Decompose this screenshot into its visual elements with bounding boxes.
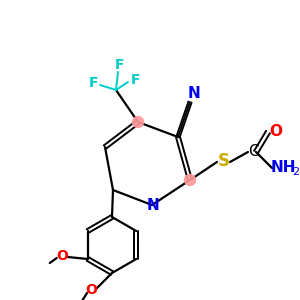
Text: F: F xyxy=(114,58,124,72)
Text: 2: 2 xyxy=(292,167,300,177)
Text: N: N xyxy=(188,85,200,100)
Text: F: F xyxy=(131,73,141,87)
Text: F: F xyxy=(88,76,98,90)
Text: O: O xyxy=(85,283,97,297)
Text: C: C xyxy=(248,143,258,158)
Text: O: O xyxy=(56,249,68,263)
Text: O: O xyxy=(269,124,283,139)
Circle shape xyxy=(184,175,196,185)
Text: NH: NH xyxy=(270,160,296,175)
Text: S: S xyxy=(218,152,230,170)
Circle shape xyxy=(133,116,143,128)
Text: N: N xyxy=(147,199,159,214)
